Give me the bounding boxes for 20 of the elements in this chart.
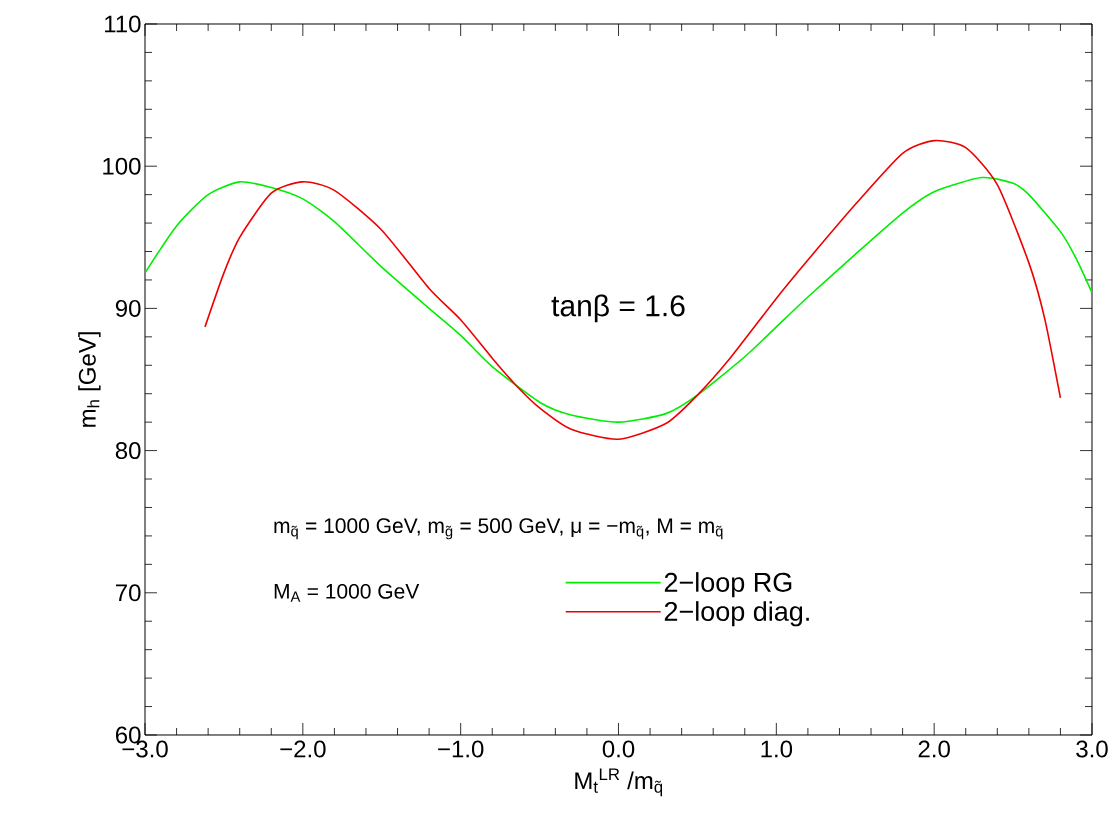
legend-label: 2−loop diag. [664, 601, 809, 627]
line-series [204, 139, 1062, 441]
x-axis-title: M$_{t}$$^{LR}$ /m$_{q̃}$ [575, 768, 663, 797]
y-tick-label: 80 [115, 442, 141, 460]
x-tick-label: 2.0 [918, 740, 950, 758]
annotation: m$_{q̃}$ = 1000 GeV, m$_{g̃}$ = 500 GeV, μ = −m$_{q̃}$, M = m$_{q̃}$ [274, 518, 723, 540]
x-tick-label: 1.0 [761, 740, 793, 758]
x-tick-label: 0.0 [602, 740, 635, 758]
y-tick-label: 90 [115, 299, 141, 317]
legend-label: 2−loop RG [664, 572, 792, 598]
x-tick-label: 3.0 [1076, 740, 1108, 758]
y-tick-label: 100 [103, 157, 141, 175]
annotation: tanβ = 1.6 [551, 294, 685, 323]
y-tick-label: 70 [116, 584, 141, 602]
x-tick-label: −2.0 [280, 740, 326, 758]
y-axis-title: m$_{h}$ [GeV] [78, 332, 101, 427]
y-tick-label: 110 [105, 15, 141, 33]
line-series [145, 176, 1092, 423]
annotation: M$_{A}$ = 1000 GeV [274, 583, 420, 602]
x-tick-label: −1.0 [438, 740, 484, 758]
